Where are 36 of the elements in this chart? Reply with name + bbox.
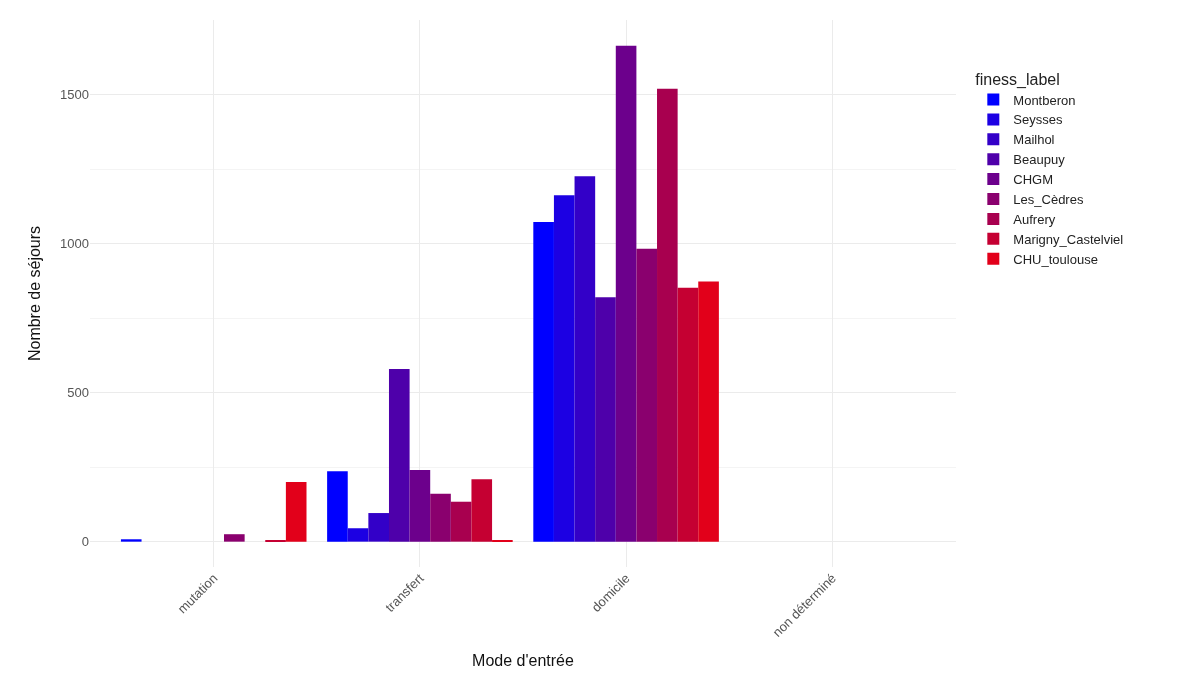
legend-label: CHGM xyxy=(1013,172,1054,188)
legend-label: Mailhol xyxy=(1013,132,1055,148)
bar xyxy=(347,528,369,542)
y-tick-label: 500 xyxy=(67,385,89,401)
bar xyxy=(677,287,699,542)
bar xyxy=(285,482,307,542)
bar xyxy=(368,513,389,542)
y-tick-label: 1500 xyxy=(60,87,89,103)
bar xyxy=(615,45,637,542)
legend-label: Aufrery xyxy=(1013,211,1056,227)
bar xyxy=(574,176,596,542)
bar xyxy=(450,501,472,542)
legend-label: CHU_toulouse xyxy=(1013,251,1098,267)
bar xyxy=(120,539,142,542)
bar xyxy=(553,195,575,542)
legend-title: finess_label xyxy=(975,70,1060,89)
bar xyxy=(471,479,493,542)
y-tick-label: 1000 xyxy=(60,236,89,252)
legend-label: Montberon xyxy=(1013,92,1076,108)
y-tick-label: 0 xyxy=(81,534,89,550)
bar xyxy=(698,281,719,542)
bar xyxy=(388,369,410,542)
bar xyxy=(595,297,616,542)
bar xyxy=(636,248,658,542)
legend-label: Marigny_Castelviel xyxy=(1013,231,1124,247)
bar xyxy=(657,88,678,542)
legend-label: Beaupuy xyxy=(1013,152,1066,168)
legend-label: Seysses xyxy=(1013,112,1063,128)
bar xyxy=(430,493,451,542)
y-axis-title: Nombre de séjours xyxy=(25,225,43,362)
bar xyxy=(409,470,431,542)
bar xyxy=(224,534,245,542)
legend-label: Les_Cèdres xyxy=(1013,192,1084,208)
bar xyxy=(327,471,348,542)
bar xyxy=(533,222,554,542)
x-axis-title: Mode d'entrée xyxy=(472,651,574,669)
